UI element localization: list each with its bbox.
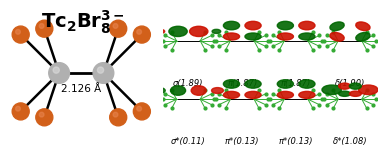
Ellipse shape xyxy=(349,83,361,89)
Ellipse shape xyxy=(277,80,293,88)
Text: π*(0.13): π*(0.13) xyxy=(279,137,313,146)
Ellipse shape xyxy=(169,26,187,36)
Ellipse shape xyxy=(339,83,350,89)
Ellipse shape xyxy=(190,26,208,36)
Circle shape xyxy=(53,67,59,73)
Ellipse shape xyxy=(330,32,344,41)
Ellipse shape xyxy=(223,91,240,98)
Ellipse shape xyxy=(170,86,186,95)
Ellipse shape xyxy=(356,32,370,41)
Circle shape xyxy=(39,112,44,117)
Circle shape xyxy=(39,24,44,28)
Ellipse shape xyxy=(245,91,261,98)
Text: $\mathbf{Tc_2Br_8^{3-}}$: $\mathbf{Tc_2Br_8^{3-}}$ xyxy=(41,9,125,36)
Ellipse shape xyxy=(223,80,240,88)
Circle shape xyxy=(12,26,29,43)
Ellipse shape xyxy=(299,33,315,40)
Ellipse shape xyxy=(156,29,165,33)
Circle shape xyxy=(133,26,150,43)
Ellipse shape xyxy=(245,21,261,30)
Circle shape xyxy=(15,29,20,34)
Circle shape xyxy=(110,20,127,37)
Text: σ*(0.11): σ*(0.11) xyxy=(171,137,206,146)
Ellipse shape xyxy=(223,33,240,40)
Circle shape xyxy=(113,24,118,28)
Circle shape xyxy=(137,29,141,34)
Text: δ*(1.08): δ*(1.08) xyxy=(333,137,367,146)
Text: π*(0.13): π*(0.13) xyxy=(225,137,260,146)
Circle shape xyxy=(36,109,53,126)
Circle shape xyxy=(15,106,20,111)
Circle shape xyxy=(49,63,70,83)
Text: 2.126 Å: 2.126 Å xyxy=(61,84,101,94)
Circle shape xyxy=(12,103,29,120)
Ellipse shape xyxy=(245,80,261,88)
Ellipse shape xyxy=(359,85,378,95)
Ellipse shape xyxy=(299,91,315,98)
Ellipse shape xyxy=(299,21,315,30)
Circle shape xyxy=(113,112,118,117)
Ellipse shape xyxy=(349,91,361,96)
Circle shape xyxy=(36,20,53,37)
Text: π(1.87): π(1.87) xyxy=(227,79,257,88)
Ellipse shape xyxy=(212,29,221,33)
Circle shape xyxy=(137,106,141,111)
Ellipse shape xyxy=(322,85,341,95)
Ellipse shape xyxy=(153,88,165,93)
Ellipse shape xyxy=(191,86,206,95)
Ellipse shape xyxy=(299,80,315,88)
Ellipse shape xyxy=(339,91,350,96)
Ellipse shape xyxy=(245,33,261,40)
Circle shape xyxy=(110,109,127,126)
Ellipse shape xyxy=(277,33,293,40)
Text: π(1.87): π(1.87) xyxy=(281,79,311,88)
Ellipse shape xyxy=(356,22,370,31)
Circle shape xyxy=(98,67,104,73)
Text: σ(1.89): σ(1.89) xyxy=(173,79,204,88)
Circle shape xyxy=(93,63,114,83)
Ellipse shape xyxy=(223,21,240,30)
Ellipse shape xyxy=(277,21,293,30)
Circle shape xyxy=(133,103,150,120)
Text: δ(1.90): δ(1.90) xyxy=(335,79,365,88)
Ellipse shape xyxy=(277,91,293,98)
Ellipse shape xyxy=(330,22,344,31)
Ellipse shape xyxy=(212,88,223,93)
